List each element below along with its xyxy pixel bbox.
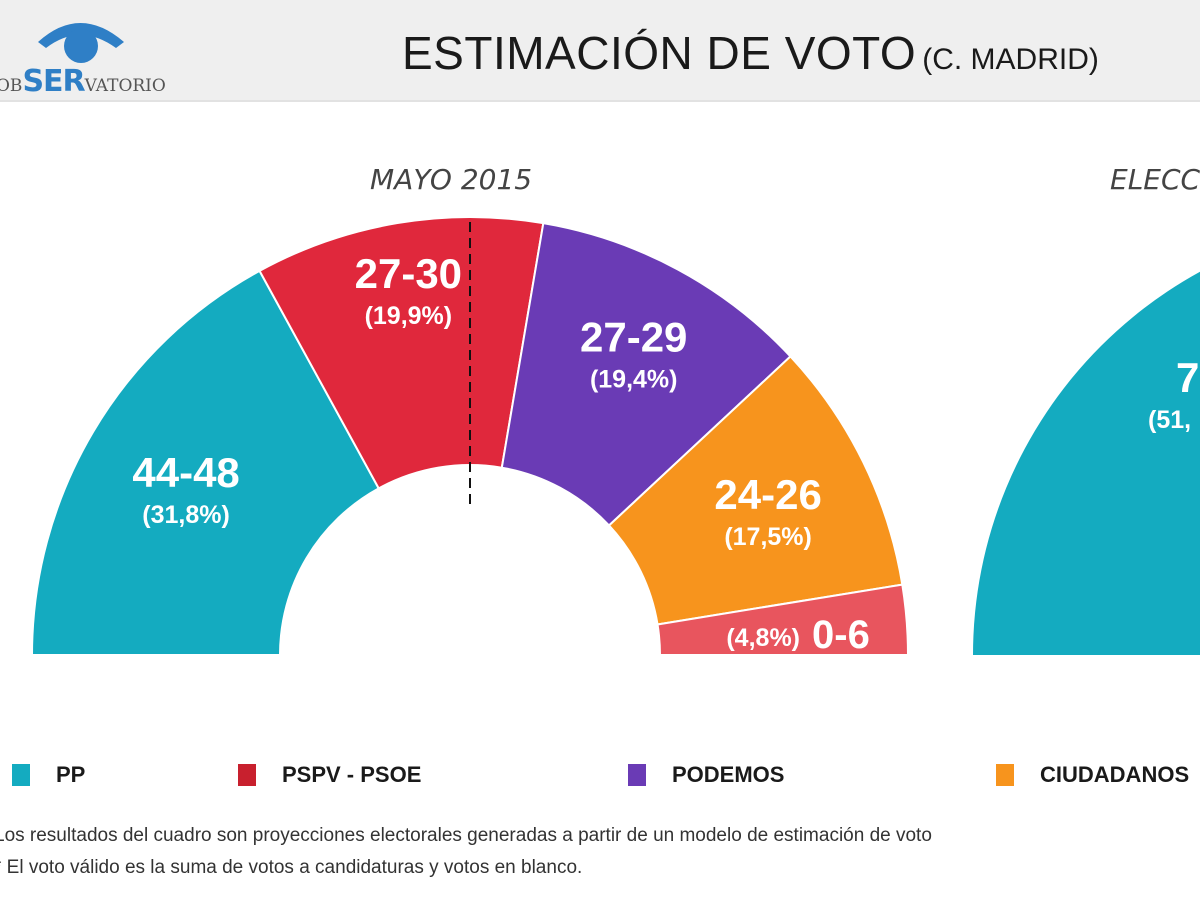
title-main: ESTIMACIÓN DE VOTO bbox=[402, 27, 917, 79]
seat-label: 27-29 bbox=[580, 313, 687, 360]
percent-label: (4,8%) bbox=[726, 624, 800, 652]
slice-podemos bbox=[500, 222, 792, 527]
slice-pp bbox=[30, 269, 381, 656]
legend-swatch bbox=[238, 764, 256, 786]
legend-item-podemos: PODEMOS bbox=[628, 762, 784, 788]
legend-label: PODEMOS bbox=[672, 762, 785, 787]
legend-item-ciudadanos: CIUDADANOS bbox=[996, 762, 1189, 788]
chart-title-1: MAYO 2015 bbox=[370, 163, 533, 196]
seat-label: 7 bbox=[1176, 354, 1199, 401]
slice-pp-2 bbox=[973, 271, 1200, 655]
legend-swatch bbox=[12, 764, 30, 786]
header: OBSERVATORIO ESTIMACIÓN DE VOTO (C. MADRI… bbox=[0, 0, 1200, 102]
footnote-1: Los resultados del cuadro son proyeccion… bbox=[0, 825, 932, 846]
logo: OBSERVATORIO bbox=[0, 8, 260, 99]
legend-item-psoe: PSPV - PSOE bbox=[238, 762, 421, 788]
seat-label: 24-26 bbox=[714, 471, 821, 518]
legend-item-pp: PP bbox=[12, 762, 85, 788]
percent-label: (51, bbox=[1148, 406, 1191, 434]
slice-ciudadanos bbox=[607, 355, 904, 626]
slice-otros bbox=[656, 583, 910, 656]
logo-text: OBSERVATORIO bbox=[0, 64, 166, 99]
title-sub: (C. MADRID) bbox=[922, 43, 1099, 76]
legend-label: CIUDADANOS bbox=[1040, 762, 1190, 787]
legend-swatch bbox=[628, 764, 646, 786]
legend-label: PP bbox=[56, 762, 86, 787]
seat-label: 44-48 bbox=[132, 449, 239, 496]
seat-label: 0-6 bbox=[812, 613, 870, 657]
percent-label: (17,5%) bbox=[724, 523, 812, 551]
percent-label: (19,4%) bbox=[590, 365, 678, 393]
percent-label: (19,9%) bbox=[365, 302, 453, 330]
seat-label: 27-30 bbox=[355, 250, 462, 297]
slice-pspv-psoe bbox=[258, 216, 545, 490]
legend-label: PSPV - PSOE bbox=[282, 762, 422, 787]
page-title: ESTIMACIÓN DE VOTO (C. MADRID) bbox=[402, 26, 1099, 80]
eye-logo-icon bbox=[38, 23, 124, 63]
chart-title-2: ELECC bbox=[1110, 163, 1200, 196]
footnote-2: * El voto válido es la suma de votos a c… bbox=[0, 857, 583, 878]
percent-label: (31,8%) bbox=[142, 501, 230, 529]
legend-swatch bbox=[996, 764, 1014, 786]
